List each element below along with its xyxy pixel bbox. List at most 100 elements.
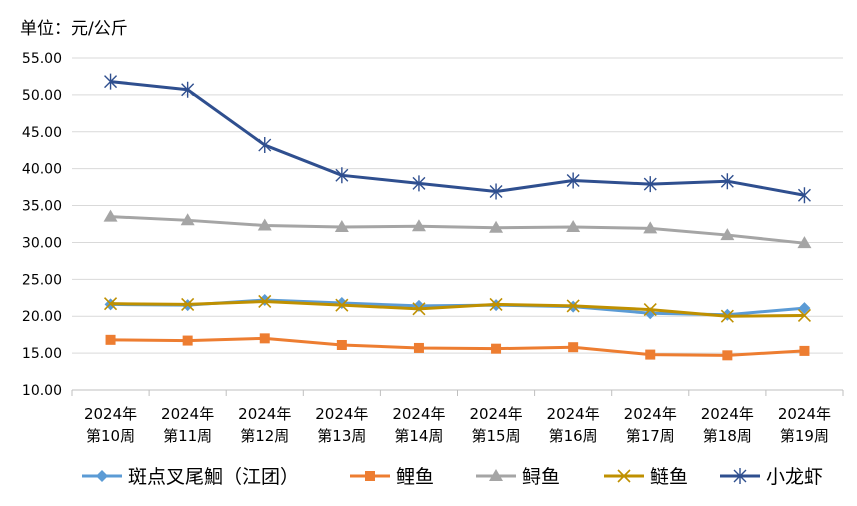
- legend-item: 鲤鱼: [350, 466, 434, 488]
- y-tick-label: 15.00: [22, 346, 62, 362]
- legend-label: 鲤鱼: [396, 466, 434, 488]
- data-point: [336, 339, 347, 350]
- x-tick-label: 2024年: [547, 405, 600, 423]
- y-tick-label: 55.00: [22, 51, 62, 67]
- grid: [72, 57, 843, 391]
- series-group: [103, 209, 812, 249]
- legend: 斑点叉尾鮰（江团） 鲤鱼 鲟鱼 鲢鱼 小龙虾: [82, 466, 823, 488]
- data-point: [797, 308, 812, 323]
- data-point: [566, 219, 581, 232]
- series: [103, 73, 812, 361]
- x-tick-label: 2024年: [84, 405, 137, 423]
- legend-label: 鲢鱼: [650, 466, 688, 488]
- series-line: [110, 299, 805, 318]
- data-point: [335, 167, 349, 184]
- data-point: [258, 137, 272, 154]
- data-point: [720, 228, 735, 241]
- data-point: [411, 219, 426, 232]
- x-tick-label: 第16周: [549, 427, 598, 445]
- data-point: [258, 294, 272, 309]
- data-point: [182, 335, 193, 346]
- data-point: [412, 302, 426, 316]
- legend-label: 小龙虾: [766, 466, 823, 488]
- data-point: [720, 309, 734, 323]
- data-point: [104, 73, 118, 90]
- legend-item: 鲢鱼: [604, 466, 688, 488]
- data-point: [365, 471, 375, 481]
- x-tick-label: 第12周: [240, 427, 289, 445]
- x-tick-label: 2024年: [778, 405, 831, 423]
- x-tick-label: 第15周: [472, 427, 521, 445]
- x-tick-label: 第17周: [626, 427, 675, 445]
- data-point: [181, 81, 195, 98]
- data-point: [643, 176, 657, 193]
- data-point: [489, 220, 504, 233]
- data-point: [797, 236, 812, 249]
- x-tick-label: 第11周: [163, 427, 212, 445]
- x-tick-label: 2024年: [315, 405, 368, 423]
- legend-item: 斑点叉尾鮰（江团）: [82, 466, 299, 488]
- series-line: [110, 80, 805, 197]
- data-point: [645, 349, 656, 360]
- legend-label: 鲟鱼: [522, 466, 560, 488]
- unit-label: 单位：元/公斤: [20, 19, 128, 39]
- data-point: [259, 333, 270, 344]
- y-tick-label: 35.00: [22, 199, 62, 215]
- data-point: [180, 213, 195, 226]
- data-point: [103, 209, 118, 222]
- data-point: [181, 297, 195, 311]
- x-tick-label: 2024年: [392, 405, 445, 423]
- data-point: [335, 298, 349, 312]
- data-point: [413, 342, 424, 353]
- x-tick-label: 第10周: [86, 427, 135, 445]
- data-point: [491, 343, 502, 354]
- data-point: [568, 342, 579, 353]
- x-tick-label: 第19周: [780, 427, 829, 445]
- x-tick-label: 2024年: [161, 405, 214, 423]
- series-group: [105, 333, 810, 361]
- data-point: [617, 469, 631, 483]
- x-tick-label: 2024年: [701, 405, 754, 423]
- y-tick-label: 25.00: [22, 272, 62, 288]
- data-point: [103, 297, 118, 311]
- data-point: [489, 469, 503, 481]
- data-point: [722, 350, 733, 361]
- y-tick-label: 30.00: [22, 235, 62, 251]
- data-point: [797, 187, 811, 204]
- data-point: [96, 470, 108, 482]
- data-point: [798, 302, 811, 315]
- data-point: [733, 468, 747, 484]
- y-tick-label: 20.00: [22, 309, 62, 325]
- legend-label: 斑点叉尾鮰（江团）: [128, 466, 299, 488]
- data-point: [643, 303, 657, 317]
- legend-item: 鲟鱼: [476, 466, 560, 488]
- x-tick-label: 2024年: [624, 405, 677, 423]
- y-tick-label: 50.00: [22, 88, 62, 104]
- data-point: [643, 221, 658, 234]
- data-point: [105, 334, 116, 345]
- x-tick-label: 第14周: [394, 427, 443, 445]
- series-line: [110, 215, 805, 245]
- axes: 10.00 15.00 20.00 25.00 30.00 35.00 40.00 45.00…: [22, 51, 844, 445]
- series-group: [103, 294, 812, 323]
- y-tick-label: 10.00: [22, 383, 62, 399]
- data-point: [334, 219, 349, 232]
- y-tick-label: 40.00: [22, 162, 62, 178]
- data-point: [412, 175, 426, 192]
- series-group: [104, 73, 811, 204]
- data-point: [257, 218, 272, 231]
- data-point: [566, 172, 580, 189]
- data-point: [720, 173, 734, 190]
- x-tick-label: 第13周: [317, 427, 366, 445]
- x-tick-label: 2024年: [469, 405, 522, 423]
- data-point: [566, 299, 580, 313]
- series-line: [110, 336, 805, 357]
- legend-item: 小龙虾: [720, 466, 823, 488]
- data-point: [489, 183, 503, 200]
- x-tick-label: 2024年: [238, 405, 291, 423]
- data-point: [335, 296, 348, 309]
- y-tick-label: 45.00: [22, 125, 62, 141]
- data-point: [489, 297, 503, 311]
